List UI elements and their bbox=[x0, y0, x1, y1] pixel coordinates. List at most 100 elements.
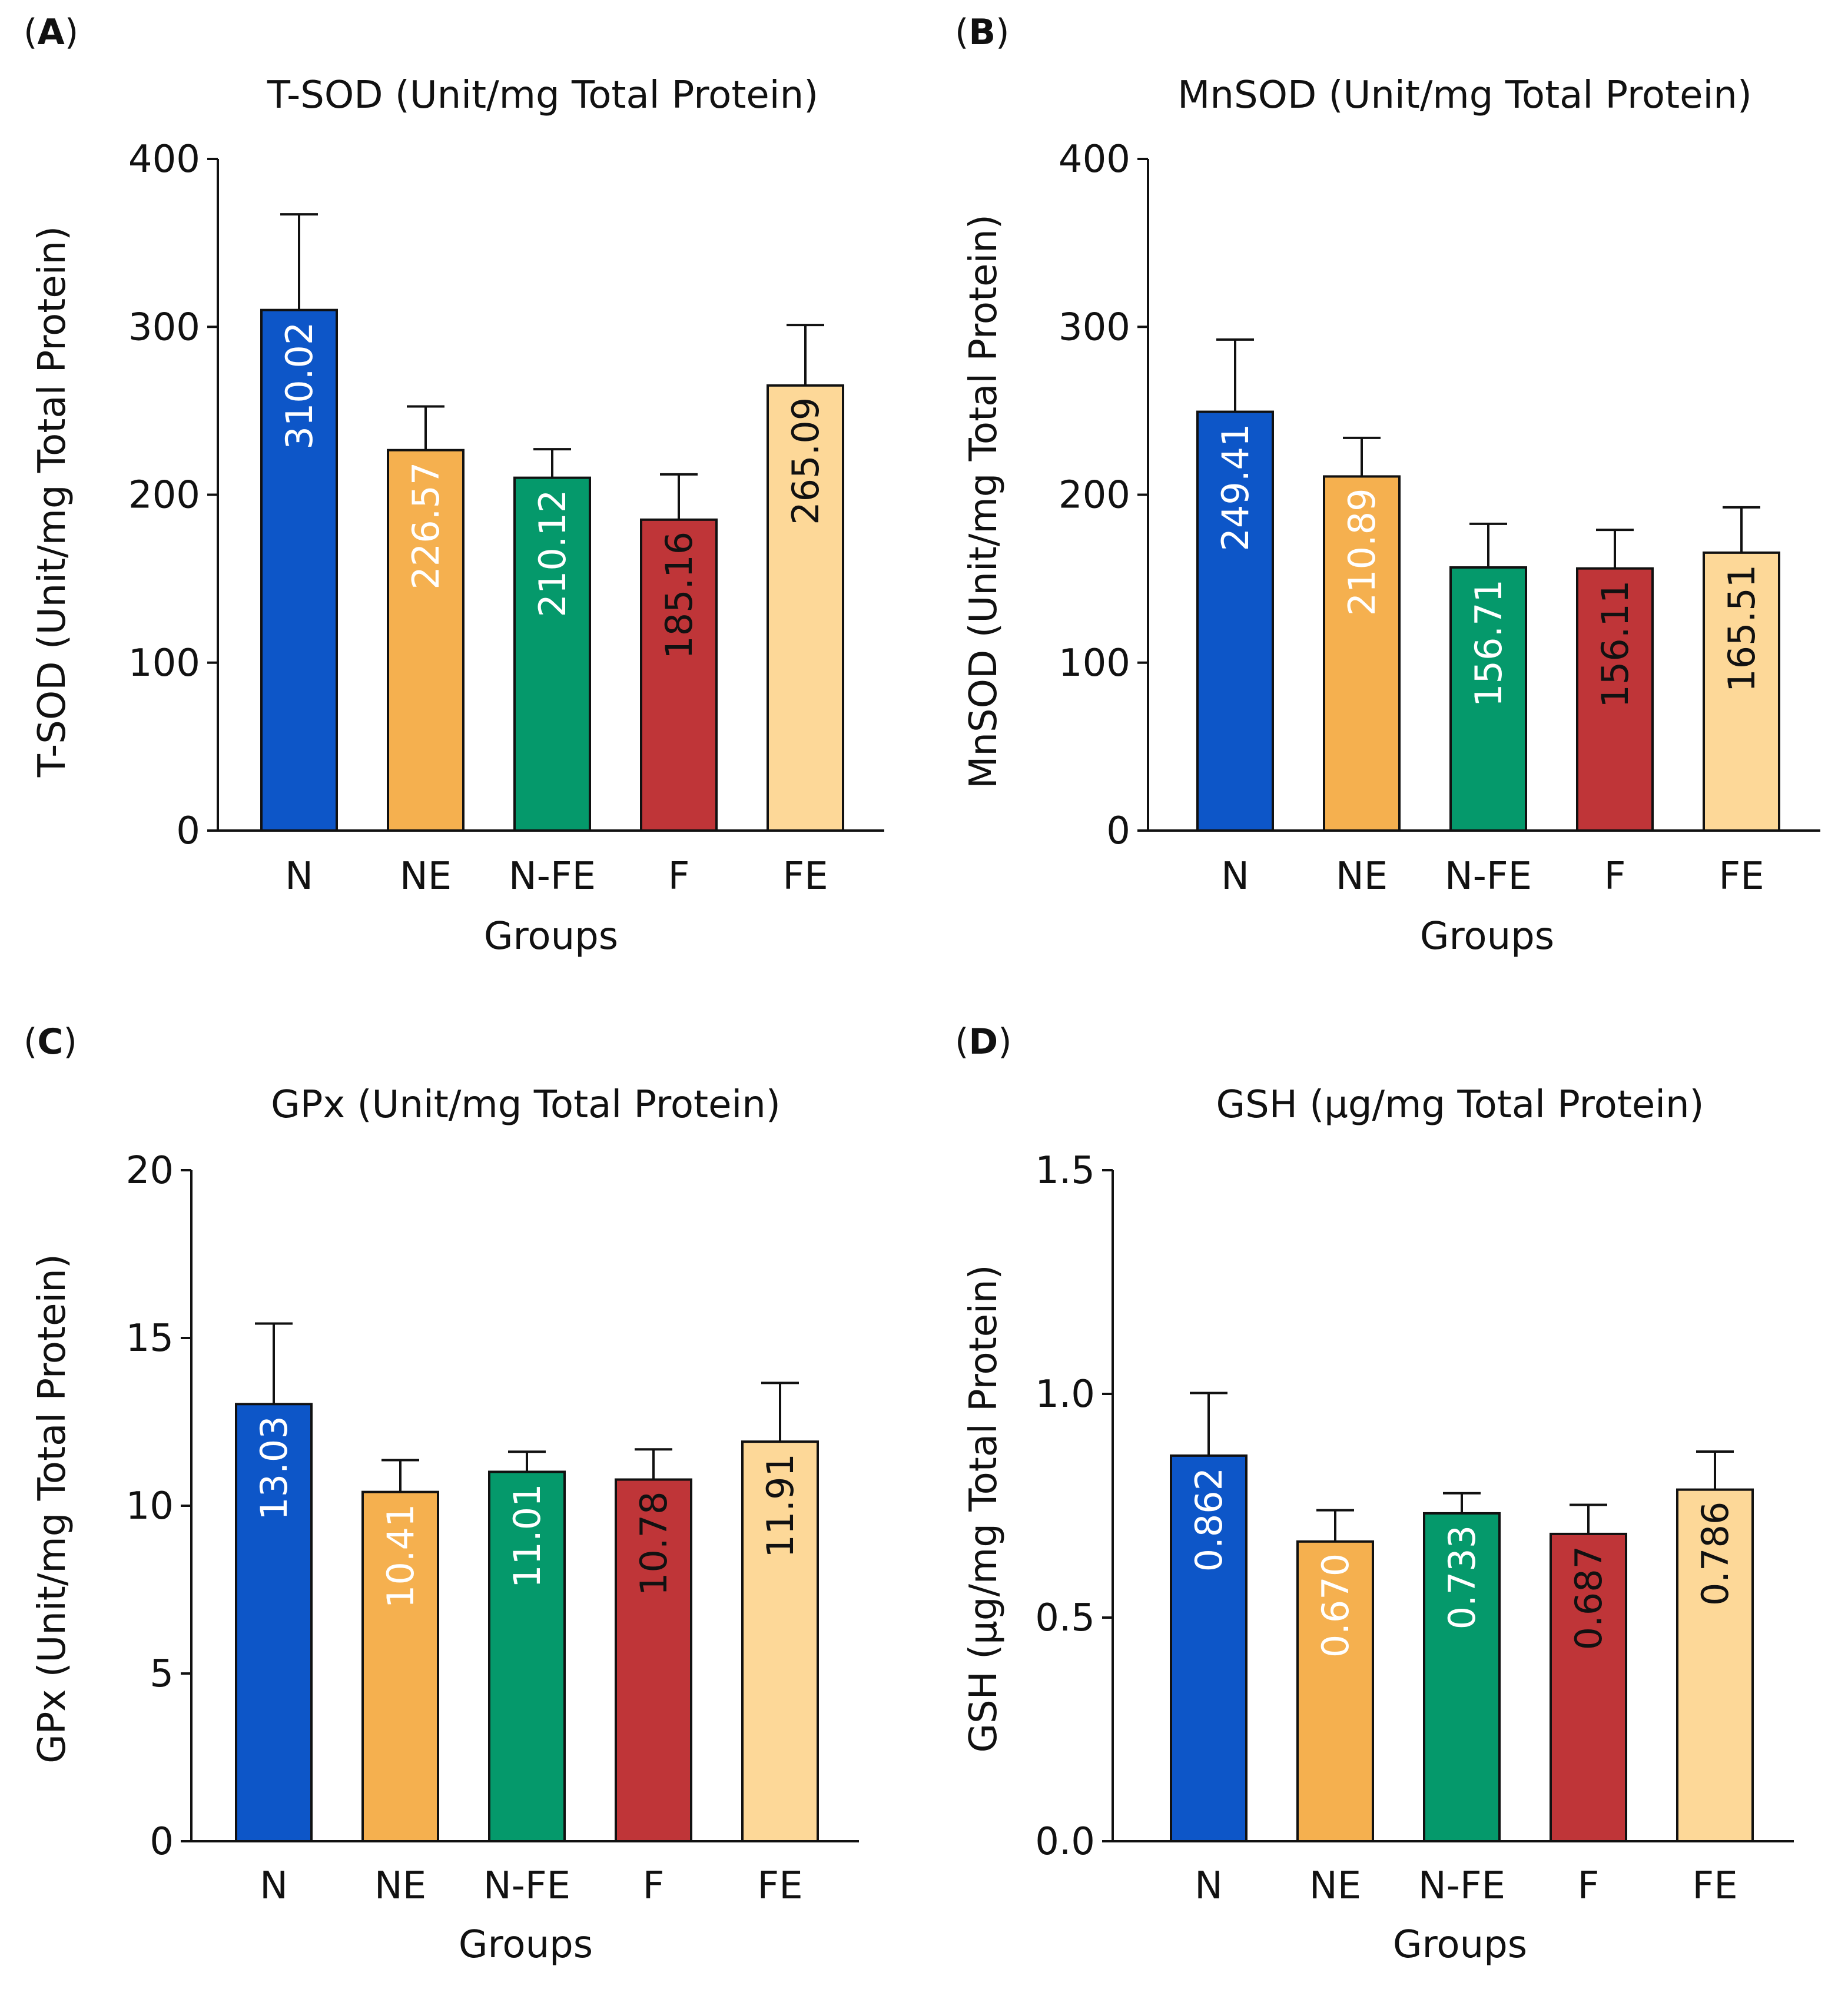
panel-a-category-label: FE bbox=[782, 855, 828, 898]
panel-a-y-axis-title: T-SOD (Unit/mg Total Protein) bbox=[31, 226, 74, 778]
panel-b-category-label: F bbox=[1604, 855, 1626, 898]
panel-b-category-label: N-FE bbox=[1445, 855, 1532, 898]
panel-a-y-ticks: 0 100 200 300 400 bbox=[128, 138, 218, 853]
panel-c-y-ticks: 0 5 10 15 20 bbox=[126, 1149, 191, 1864]
panel-b-bar-n-fe bbox=[1449, 566, 1527, 832]
panel-c-y-axis-title: GPx (Unit/mg Total Protein) bbox=[31, 1254, 74, 1764]
panel-d-axes bbox=[1112, 1170, 1794, 1842]
panel-c-category-label: NE bbox=[374, 1864, 426, 1908]
panel-a-y-tick-label: 100 bbox=[128, 642, 200, 685]
panel-d-y-tick-label: 1.0 bbox=[1035, 1373, 1095, 1416]
panel-c-bar-n-fe bbox=[488, 1470, 566, 1842]
panel-a-title: T-SOD (Unit/mg Total Protein) bbox=[267, 74, 818, 117]
panel-d-category-label: N-FE bbox=[1418, 1864, 1505, 1908]
panel-a-bar-n bbox=[260, 308, 338, 832]
panel-a-y-tick-label: 0 bbox=[176, 809, 200, 853]
panel-d-category-label: F bbox=[1578, 1864, 1600, 1908]
panel-b-category-label: N bbox=[1221, 855, 1249, 898]
panel-a-category-labels: N NE N-FE F FE bbox=[285, 855, 828, 898]
panel-b-bar-ne bbox=[1323, 475, 1401, 832]
panel-d-value-label-fe: 0.786 bbox=[1694, 1502, 1737, 1606]
panel-b-value-label-ne: 210.89 bbox=[1341, 488, 1383, 616]
panel-c-tag: (C) bbox=[24, 1021, 77, 1062]
panel-d-gsh-chart: (D) GSH (µg/mg Total Protein) GSH (µg/mg… bbox=[955, 1021, 1794, 1967]
panel-c-x-axis-title: Groups bbox=[459, 1923, 593, 1967]
panel-d-bar-n bbox=[1170, 1454, 1248, 1842]
panel-a-x-axis-title: Groups bbox=[484, 915, 618, 958]
panel-b-mnsod-chart: (B) MnSOD (Unit/mg Total Protein) MnSOD … bbox=[955, 12, 1820, 958]
panel-d-bar-f bbox=[1550, 1532, 1627, 1842]
panel-d-value-label-n: 0.862 bbox=[1187, 1467, 1230, 1572]
panel-a-value-label-n: 310.02 bbox=[278, 322, 321, 450]
panel-a-tsod-chart: (A) T-SOD (Unit/mg Total Protein) T-SOD … bbox=[24, 12, 884, 958]
panel-b-value-label-n: 249.41 bbox=[1214, 424, 1257, 552]
panel-b-tag: (B) bbox=[955, 12, 1010, 53]
panel-d-category-label: FE bbox=[1692, 1864, 1737, 1908]
panel-a-value-label-ne: 226.57 bbox=[404, 462, 447, 590]
panel-c-value-label-n-fe: 11.01 bbox=[506, 1483, 549, 1588]
panel-a-y-tick-label: 300 bbox=[128, 306, 200, 349]
panel-a-bars: 310.02 226.57 210.12 185.16 265.09 bbox=[260, 213, 844, 832]
panel-c-gpx-chart: (C) GPx (Unit/mg Total Protein) GPx (Uni… bbox=[24, 1021, 859, 1967]
panel-b-title: MnSOD (Unit/mg Total Protein) bbox=[1177, 74, 1752, 117]
panel-d-category-label: NE bbox=[1309, 1864, 1361, 1908]
panel-b-y-ticks: 0 100 200 300 400 bbox=[1059, 138, 1148, 853]
panel-b-category-label: FE bbox=[1718, 855, 1764, 898]
panel-b-value-label-fe: 165.51 bbox=[1720, 565, 1763, 692]
panel-d-value-label-ne: 0.670 bbox=[1314, 1553, 1357, 1658]
panel-d-bar-fe bbox=[1676, 1488, 1754, 1842]
panel-b-axes bbox=[1147, 159, 1820, 832]
panel-d-y-ticks: 0.0 0.5 1.0 1.5 bbox=[1035, 1149, 1113, 1864]
panel-b-y-tick-label: 400 bbox=[1059, 138, 1130, 181]
panel-c-bar-n bbox=[235, 1403, 313, 1843]
panel-d-bars: 0.862 0.670 0.733 0.687 0.786 bbox=[1170, 1392, 1754, 1843]
panel-d-y-tick-label: 0.5 bbox=[1035, 1596, 1095, 1640]
panel-c-category-labels: N NE N-FE F FE bbox=[260, 1864, 803, 1908]
panel-a-value-label-n-fe: 210.12 bbox=[531, 490, 574, 617]
panel-c-value-label-f: 10.78 bbox=[632, 1492, 675, 1596]
panel-c-value-label-n: 13.03 bbox=[253, 1416, 296, 1520]
panel-c-title: GPx (Unit/mg Total Protein) bbox=[271, 1083, 781, 1127]
panel-a-bar-n-fe bbox=[513, 476, 591, 832]
panel-c-axes bbox=[190, 1170, 859, 1842]
panel-a-value-label-f: 185.16 bbox=[658, 532, 701, 659]
panel-a-tag: (A) bbox=[24, 12, 78, 53]
panel-c-category-label: N-FE bbox=[483, 1864, 570, 1908]
panel-c-y-tick-label: 10 bbox=[126, 1485, 174, 1528]
panel-b-y-tick-label: 0 bbox=[1106, 809, 1130, 853]
panel-b-value-label-n-fe: 156.71 bbox=[1467, 579, 1510, 707]
panel-d-y-tick-label: 1.5 bbox=[1035, 1149, 1095, 1193]
panel-d-category-label: N bbox=[1195, 1864, 1223, 1908]
panel-a-y-tick-label: 400 bbox=[128, 138, 200, 181]
panel-b-x-axis-title: Groups bbox=[1420, 915, 1554, 958]
panel-b-category-label: NE bbox=[1336, 855, 1388, 898]
panel-b-y-tick-label: 200 bbox=[1059, 474, 1130, 517]
panel-b-y-tick-label: 100 bbox=[1059, 642, 1130, 685]
panel-a-category-label: N-FE bbox=[509, 855, 596, 898]
panel-a-axes bbox=[217, 159, 884, 832]
panel-c-bar-ne bbox=[361, 1490, 439, 1842]
panel-c-y-tick-label: 5 bbox=[150, 1652, 174, 1696]
panel-c-bars: 13.03 10.41 11.01 10.78 11.91 bbox=[235, 1322, 819, 1843]
panel-d-value-label-f: 0.687 bbox=[1567, 1546, 1610, 1651]
panel-a-category-label: N bbox=[285, 855, 313, 898]
panel-a-category-label: NE bbox=[400, 855, 452, 898]
panel-c-category-label: N bbox=[260, 1864, 288, 1908]
panel-d-y-tick-label: 0.0 bbox=[1035, 1820, 1095, 1864]
panel-d-category-labels: N NE N-FE F FE bbox=[1195, 1864, 1738, 1908]
panel-b-category-labels: N NE N-FE F FE bbox=[1221, 855, 1764, 898]
panel-c-value-label-fe: 11.91 bbox=[759, 1453, 802, 1558]
panel-d-x-axis-title: Groups bbox=[1393, 1923, 1527, 1967]
panel-c-y-tick-label: 15 bbox=[126, 1317, 174, 1360]
panel-a-y-tick-label: 200 bbox=[128, 474, 200, 517]
panel-b-value-label-f: 156.11 bbox=[1594, 580, 1637, 708]
panel-c-category-label: FE bbox=[757, 1864, 802, 1908]
panel-b-bars: 249.41 210.89 156.71 156.11 165.51 bbox=[1196, 338, 1780, 832]
panel-b-y-tick-label: 300 bbox=[1059, 306, 1130, 349]
panel-c-y-tick-label: 20 bbox=[126, 1149, 174, 1193]
panel-c-value-label-ne: 10.41 bbox=[379, 1504, 422, 1609]
panel-a-bar-fe bbox=[767, 384, 844, 832]
panel-c-y-tick-label: 0 bbox=[150, 1820, 174, 1864]
panel-d-y-axis-title: GSH (µg/mg Total Protein) bbox=[962, 1265, 1006, 1753]
